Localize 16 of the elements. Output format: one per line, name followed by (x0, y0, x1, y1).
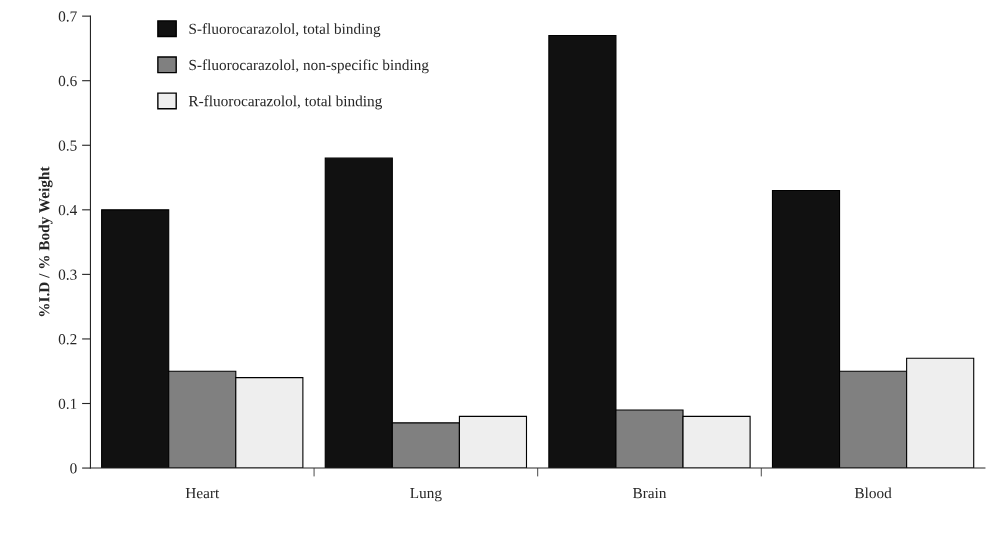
x-tick-label: Blood (854, 487, 892, 499)
y-tick-label: 0.3 (58, 269, 77, 280)
y-tick-label: 0.4 (58, 204, 78, 216)
y-tick-label: 0.2 (58, 334, 77, 345)
x-tick-label: Lung (410, 488, 442, 502)
legend-label: S-fluorocarazolol, non-specific binding (189, 59, 429, 74)
y-tick-label: 0.7 (58, 11, 77, 22)
x-tick-label: Brain (632, 487, 667, 499)
y-tick-label: 0 (70, 463, 77, 474)
y-tick-label: 0.1 (58, 398, 77, 410)
x-tick-label: Heart (185, 488, 220, 499)
legend-label: S-fluorocarazolol, total binding (189, 23, 381, 38)
legend-label: R-fluorocarazolol, total binding (188, 95, 383, 110)
y-tick-label: 0.5 (58, 140, 77, 151)
y-tick-label: 0.6 (58, 75, 77, 87)
y-axis-title: %I.D / % Body Weight (38, 166, 53, 317)
